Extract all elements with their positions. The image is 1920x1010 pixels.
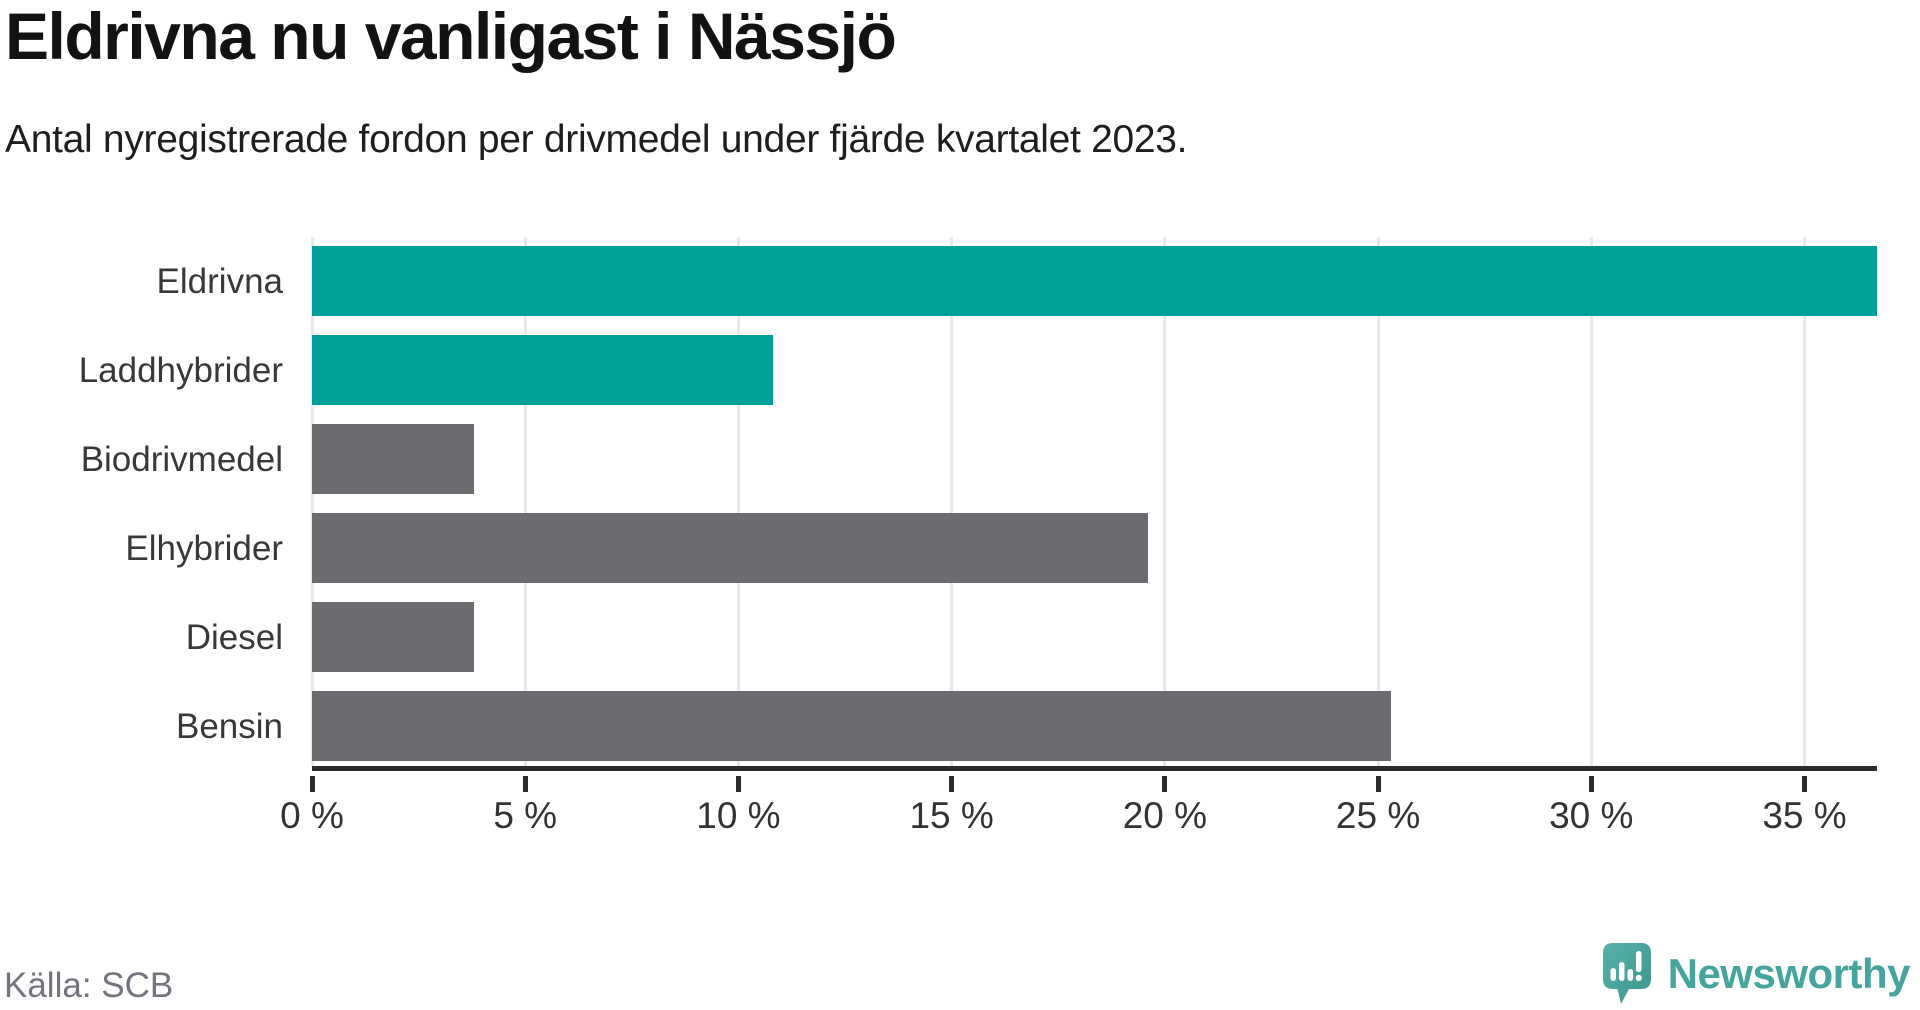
x-tick-30 (1588, 776, 1594, 792)
x-tick-5 (522, 776, 528, 792)
chart-bar-glyph-1 (1610, 968, 1616, 981)
exclamation-bar-glyph (1635, 951, 1642, 972)
bar-row-biodrivmedel: Biodrivmedel (81, 415, 1877, 504)
newsworthy-wordmark: Newsworthy (1667, 949, 1911, 997)
bar-chart-plot-area: Eldrivna Laddhybrider Biodrivmedel Elhybrid… (79, 237, 1877, 771)
newsworthy-speech-bubble-icon (1602, 943, 1651, 1004)
gridline-30 (1589, 237, 1593, 766)
gridline-25 (1376, 237, 1380, 766)
bar-row-laddhybrider: Laddhybrider (79, 326, 1877, 415)
gridline-10 (736, 237, 740, 766)
bar-row-eldrivna: Eldrivna (157, 237, 1877, 326)
chart-bar-glyph-3 (1627, 969, 1633, 981)
chart-bar-glyph-2 (1618, 962, 1625, 981)
chart-subtitle: Antal nyregistrerade fordon per drivmede… (5, 118, 1188, 161)
chart-title: Eldrivna nu vanligast i Nässjö (5, 0, 897, 73)
gridline-35 (1803, 237, 1806, 766)
x-tick-25 (1375, 776, 1381, 792)
gridline-0 (310, 237, 314, 766)
gridline-15 (950, 237, 954, 766)
bar-elhybrider (312, 513, 1148, 583)
category-label-laddhybrider: Laddhybrider (78, 350, 283, 390)
bar-row-diesel: Diesel (186, 593, 1877, 682)
bar-bensin (312, 691, 1391, 761)
x-tick-label-0: 0 % (280, 795, 344, 836)
newsworthy-logo: Newsworthy (1602, 942, 1911, 1005)
x-tick-label-5: 5 % (493, 795, 558, 836)
bar-row-bensin: Bensin (176, 682, 1877, 771)
bar-laddhybrider (312, 335, 773, 405)
x-tick-label-10: 10 % (696, 795, 781, 836)
x-tick-label-25: 25 % (1335, 795, 1421, 836)
x-tick-label-35: 35 % (1762, 795, 1847, 836)
exclamation-dot-glyph (1635, 974, 1642, 982)
x-tick-0 (309, 776, 315, 792)
x-tick-10 (735, 776, 741, 792)
category-label-elhybrider: Elhybrider (125, 528, 283, 568)
category-label-diesel: Diesel (185, 617, 283, 657)
bar-biodrivmedel (312, 424, 475, 494)
category-label-bensin: Bensin (175, 706, 283, 746)
gridline-20 (1163, 237, 1167, 766)
x-tick-35 (1802, 776, 1807, 792)
bar-eldrivna (312, 246, 1877, 316)
x-tick-label-15: 15 % (909, 795, 994, 836)
x-tick-label-20: 20 % (1122, 795, 1208, 836)
gridline-5 (523, 237, 527, 766)
speech-bubble-shape (1602, 943, 1651, 1004)
x-axis: 0 % 5 % 10 % 15 % 20 % 25 % 30 % 35 % (280, 776, 1877, 846)
category-label-biodrivmedel: Biodrivmedel (80, 439, 283, 479)
source-note: Källa: SCB (4, 966, 174, 1005)
category-label-eldrivna: Eldrivna (156, 261, 283, 301)
x-tick-label-30: 30 % (1549, 795, 1634, 836)
x-tick-15 (949, 776, 955, 792)
x-tick-20 (1162, 776, 1168, 792)
bar-row-elhybrider: Elhybrider (125, 504, 1877, 593)
bar-diesel (312, 602, 475, 672)
